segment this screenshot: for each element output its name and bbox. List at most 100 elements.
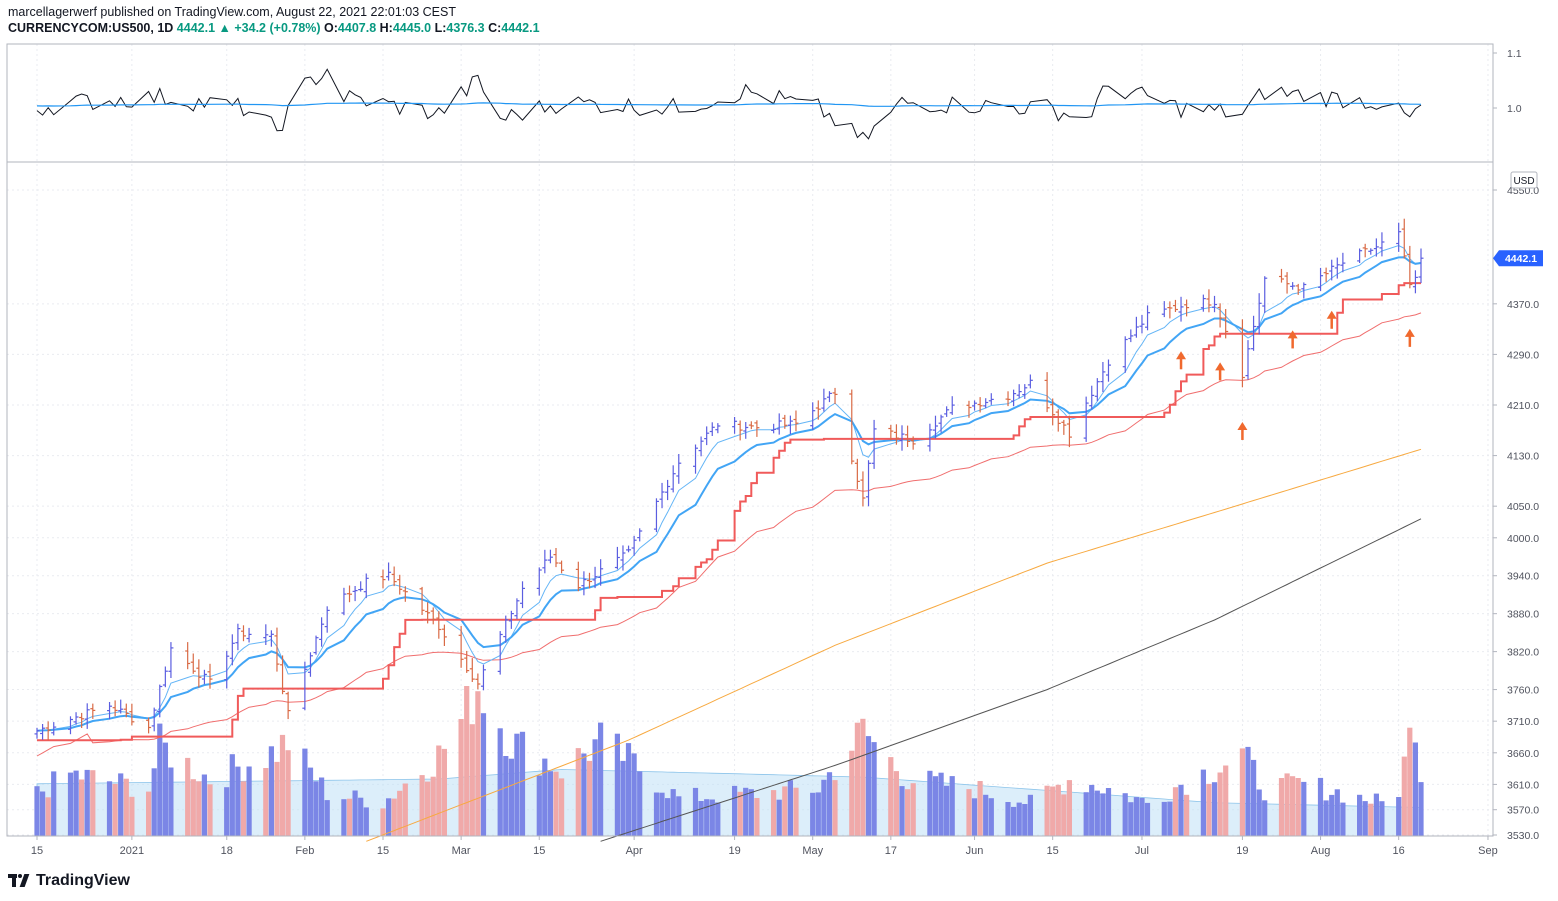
ohlc-bar [118,699,124,714]
volume-bar [737,791,743,836]
ohlc-bar [475,673,481,690]
signal-arrows [1176,310,1415,440]
x-tick-label: 19 [728,845,740,857]
symbol-line: CURRENCYCOM:US500, 1D 4442.1 ▲ +34.2 (+0… [8,20,540,36]
volume-bar [888,757,894,836]
ohlc-bar [659,482,665,509]
volume-bar [363,807,369,836]
volume-bar [1317,777,1324,836]
volume-bar [927,770,933,836]
volume-bar [84,769,90,836]
volume-bar [157,723,163,836]
volume-bar [313,781,319,836]
ohlc-bar [1368,248,1374,255]
volume-bar [698,801,704,836]
ohlc-bar [380,569,386,589]
volume-bar [458,719,464,836]
ohlc-bar [40,724,46,740]
volume-bar [598,722,604,836]
ohlc-bar [665,479,671,501]
ohlc-bar [1262,276,1268,313]
close-value: 4442.1 [501,21,540,35]
ohlc-bar [514,598,520,619]
ohlc-bar [157,684,163,718]
volume-bar [932,776,939,836]
volume-bar [1011,806,1017,836]
volume-bar [1262,800,1268,836]
ohlc-bar [815,400,821,420]
volume-bar [821,779,827,836]
ohlc-bar [1239,319,1245,388]
ohlc-bar [586,572,592,589]
volume-bar [1418,782,1424,836]
volume-bar [34,786,40,836]
volume-bar [402,783,408,836]
ohlc-bar [73,712,79,725]
volume-bar [229,754,235,836]
ohlc-bar [787,415,793,435]
y-tick-label: 3660.0 [1507,748,1539,760]
volume-bar [302,748,308,836]
volume-bar [1396,797,1402,836]
ohlc-bar [1005,391,1011,407]
ohlc-bar [464,650,470,673]
ohlc-bar [592,566,598,589]
ohlc-bar [324,606,330,633]
ohlc-bar [743,422,749,439]
ohlc-bar [240,625,246,642]
y-tick-label: 3610.0 [1507,779,1539,791]
volume-bar [1139,797,1145,836]
ohlc-bar [146,717,152,734]
ohlc-bar [84,703,90,729]
y-tick-label: 4370.0 [1507,299,1539,311]
tradingview-brand[interactable]: TradingView [8,872,130,890]
ohlc-bar [1122,336,1128,373]
volume-bar [938,772,944,836]
volume-bar [1055,784,1061,836]
volume-bar [1278,778,1285,836]
open-label: O: [324,21,338,35]
volume-bar [743,787,749,836]
volume-bar [1211,782,1218,836]
volume-bar [1256,789,1262,836]
volume-bar [263,768,269,836]
volume-bar [190,779,196,836]
x-tick-label: 2021 [120,845,144,857]
volume-bar [771,790,777,836]
ohlc-bar [430,607,436,625]
volume-bar [553,771,559,836]
ohlc-bar [626,545,632,553]
volume-bar [1362,801,1368,836]
axes: 4550.04370.04290.04210.04130.04050.04000… [31,48,1543,857]
volume-bar [776,799,782,836]
volume-bar [1401,756,1407,836]
symbol-name[interactable]: CURRENCYCOM:US500, 1D [8,21,174,35]
y-tick-label: 3820.0 [1507,647,1539,659]
ohlc-bar [910,436,916,450]
ohlc-bar [1083,396,1089,442]
y-tick-label: 3570.0 [1507,805,1539,817]
volume-bar [1290,776,1296,836]
open-value: 4407.8 [337,21,377,35]
volume-bar [1094,790,1100,836]
high-label: H: [379,21,393,35]
volume-bar [1122,793,1128,836]
volume-bar [51,771,57,836]
ohlc-bar [1016,384,1022,399]
ohlc-bar [932,415,938,439]
ohlc-bar [280,655,286,695]
indicator-lines [36,244,1422,842]
ohlc-bar [235,623,241,651]
ohlc-bar [1357,248,1363,263]
volume-bar [826,772,833,836]
ohlc-bar [793,410,799,432]
ohlc-bar [1396,222,1402,252]
ohlc-bar [1323,267,1329,282]
volume-bar [508,758,514,836]
volume-bar [1027,794,1033,836]
volume-bar [910,783,916,836]
volume-bar [559,778,565,836]
volume-bar [346,798,353,836]
volume-bar [1128,802,1134,836]
